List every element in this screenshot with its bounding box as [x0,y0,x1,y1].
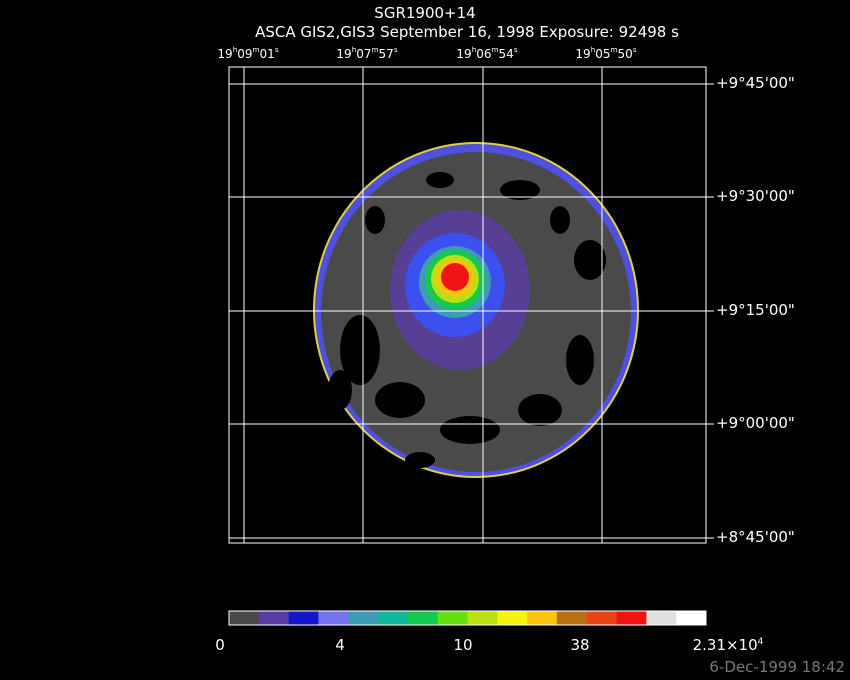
axes [228,66,707,544]
dec-label: +8°45'00" [716,528,795,546]
label-part: 10 [453,636,472,654]
dec-label: +9°15'00" [716,301,795,319]
colorbar-swatch [497,611,528,625]
colorbar-swatch [288,611,319,625]
label-part: 4 [335,636,345,654]
label-part: 0 [215,636,225,654]
axis-label: 19h09m01s [217,45,278,61]
superscript: s [633,45,637,54]
colorbar-swatch [527,611,558,625]
colorbar-swatch [437,611,468,625]
colorbar-swatch [646,611,677,625]
superscript: m [492,45,499,54]
label-part: 57 [379,47,394,61]
label-part: 19 [217,47,232,61]
label-part: 50 [618,47,633,61]
label-part: 05 [595,47,610,61]
label-part: 2.31×10 [693,636,758,654]
label-part: 54 [499,47,514,61]
colorbar-frame [228,610,707,626]
label-part: 09 [237,47,252,61]
colorbar-swatch [616,611,647,625]
colorbar-swatch [467,611,498,625]
superscript: h [352,45,357,54]
label-part: 06 [476,47,491,61]
axis-label: 38 [570,636,589,654]
superscript: h [233,45,238,54]
axis-label: 4 [335,636,345,654]
label-part: 19 [336,47,351,61]
colorbar-swatch [348,611,379,625]
colorbar-swatch [229,611,260,625]
colorbar-swatch [258,611,290,625]
dec-label: +9°30'00" [716,187,795,205]
label-part: 19 [456,47,471,61]
axis-label: 0 [215,636,225,654]
title: SGR1900+14 [374,4,475,22]
axis-label: 19h05m50s [575,45,636,61]
colorbar-swatch [318,611,349,625]
dec-label: +9°45'00" [716,74,795,92]
superscript: h [472,45,477,54]
superscript: m [611,45,618,54]
footer: 6-Dec-1999 18:42 [709,658,845,676]
colorbar-swatch [586,611,618,625]
label-part: 07 [356,47,371,61]
superscript: 4 [758,637,764,647]
label-part: 19 [575,47,590,61]
label-part: 38 [570,636,589,654]
superscript: s [275,45,279,54]
dec-label: +9°00'00" [716,414,795,432]
superscript: m [253,45,260,54]
superscript: m [372,45,379,54]
axis-label: 2.31×104 [693,636,764,654]
label-part: 01 [260,47,275,61]
subtitle: ASCA GIS2,GIS3 September 16, 1998 Exposu… [255,23,679,41]
colorbar-swatch [556,611,588,625]
colorbar-swatch [407,611,439,625]
colorbar-swatch [378,611,409,625]
axis-label: 19h06m54s [456,45,517,61]
superscript: s [394,45,398,54]
superscript: h [591,45,596,54]
axis-label: 19h07m57s [336,45,397,61]
superscript: s [514,45,518,54]
colorbar-swatch [676,611,707,625]
axis-label: 10 [453,636,472,654]
